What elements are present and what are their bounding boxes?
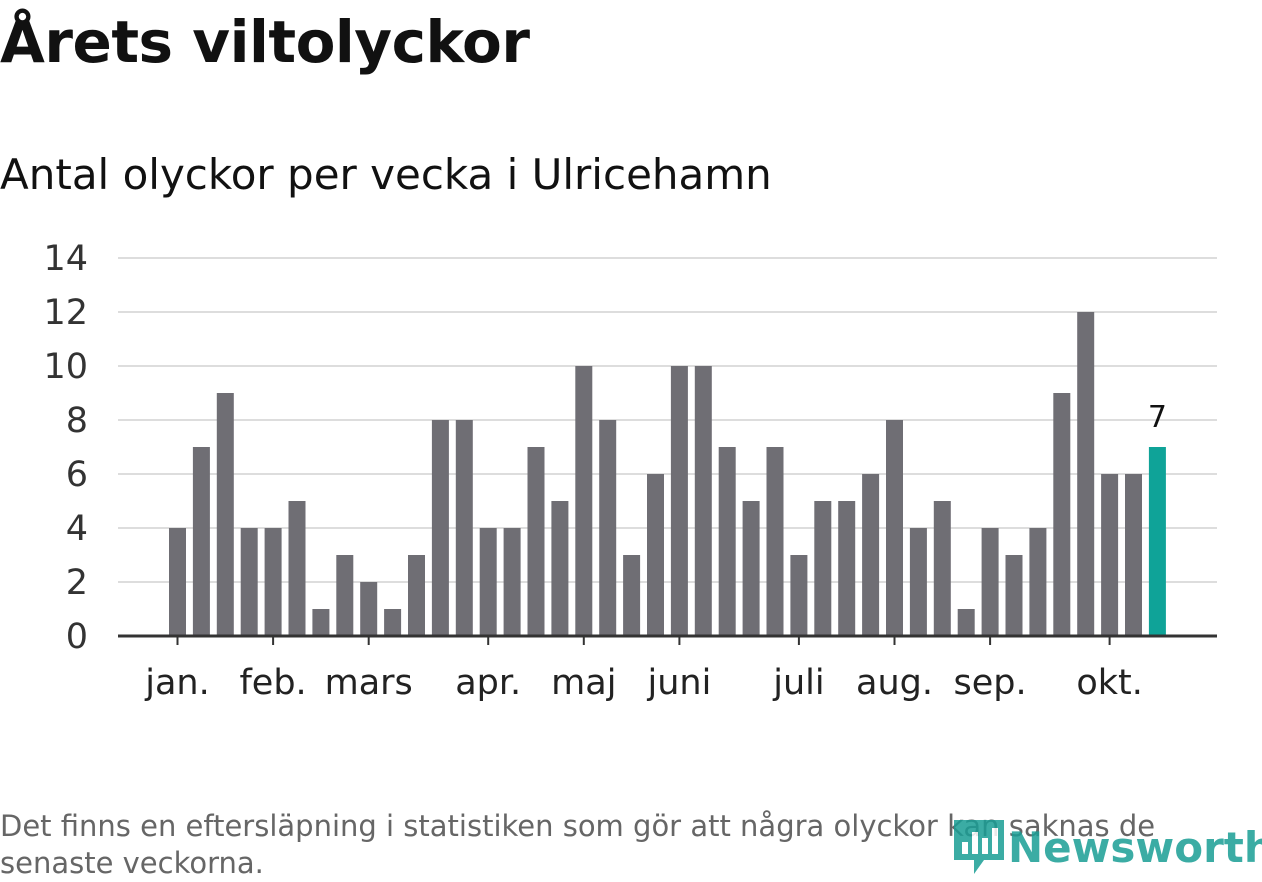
x-tick-label: maj	[551, 663, 616, 703]
bar	[742, 501, 760, 636]
bar	[862, 474, 880, 636]
bar	[312, 609, 330, 636]
bar	[479, 528, 497, 636]
bar	[575, 366, 593, 636]
data-label-last-week: 7	[1148, 400, 1167, 435]
chart-title: Årets viltolyckor	[0, 8, 530, 76]
bar	[336, 555, 354, 636]
y-tick-label: 2	[66, 563, 88, 603]
bar	[1077, 312, 1095, 636]
bar	[503, 528, 521, 636]
bar	[264, 528, 282, 636]
bar	[527, 447, 545, 636]
bar	[790, 555, 808, 636]
y-tick-label: 0	[66, 617, 88, 657]
bar	[694, 366, 712, 636]
y-tick-label: 4	[66, 509, 88, 549]
bar	[599, 420, 617, 636]
newsworthy-logo: Newsworthy	[950, 816, 1262, 878]
x-tick-label: juni	[646, 663, 711, 703]
x-tick-label: mars	[325, 663, 413, 703]
bar	[169, 528, 186, 636]
y-tick-label: 12	[43, 293, 88, 333]
x-tick-label: sep.	[954, 663, 1027, 703]
bar	[431, 420, 449, 636]
y-tick-label: 14	[43, 239, 88, 279]
bar	[1053, 393, 1071, 636]
y-tick-label: 8	[66, 401, 88, 441]
brand-name: Newsworthy	[1008, 822, 1262, 872]
bar	[957, 609, 975, 636]
data-labels: 7	[1148, 400, 1167, 435]
x-tick-label: juli	[772, 663, 824, 703]
bar	[455, 420, 473, 636]
bar	[1101, 474, 1119, 636]
bar	[623, 555, 641, 636]
y-axis-ticks: 0 2 4 6 8 10 12 14	[43, 239, 88, 657]
bar	[766, 447, 784, 636]
bar	[886, 420, 903, 636]
bar	[718, 447, 736, 636]
bar	[1125, 474, 1142, 636]
bar	[240, 528, 258, 636]
bar	[670, 366, 688, 636]
bar	[408, 555, 425, 636]
bar	[1005, 555, 1023, 636]
bar	[216, 393, 234, 636]
bar-highlight	[1148, 447, 1166, 636]
bar	[909, 528, 927, 636]
bar	[814, 501, 832, 636]
bar	[647, 474, 664, 636]
y-tick-label: 10	[43, 347, 88, 387]
bar	[1029, 528, 1047, 636]
bars	[169, 312, 1166, 636]
bar	[551, 501, 569, 636]
gridlines	[118, 257, 1217, 583]
bar	[933, 501, 951, 636]
x-tick-label: feb.	[239, 663, 306, 703]
bar	[981, 528, 999, 636]
x-tick-label: okt.	[1076, 663, 1143, 703]
x-tick-label: apr.	[455, 663, 521, 703]
chart-subtitle: Antal olyckor per vecka i Ulricehamn	[0, 150, 772, 199]
x-axis-ticks: jan. feb. mars apr. maj juni juli aug. sep. okt.	[144, 636, 1143, 703]
x-tick-label: aug.	[856, 663, 933, 703]
bar-chart: 0 2 4 6 8 10 12 14 jan. feb. mars apr. maj juni juli a…	[43, 239, 1217, 703]
chart-logo-icon	[954, 820, 1004, 874]
x-tick-label: jan.	[144, 663, 209, 703]
bar	[288, 501, 306, 636]
bar	[192, 447, 210, 636]
bar	[384, 609, 402, 636]
y-tick-label: 6	[66, 455, 88, 495]
bar	[360, 582, 378, 636]
bar	[838, 501, 856, 636]
